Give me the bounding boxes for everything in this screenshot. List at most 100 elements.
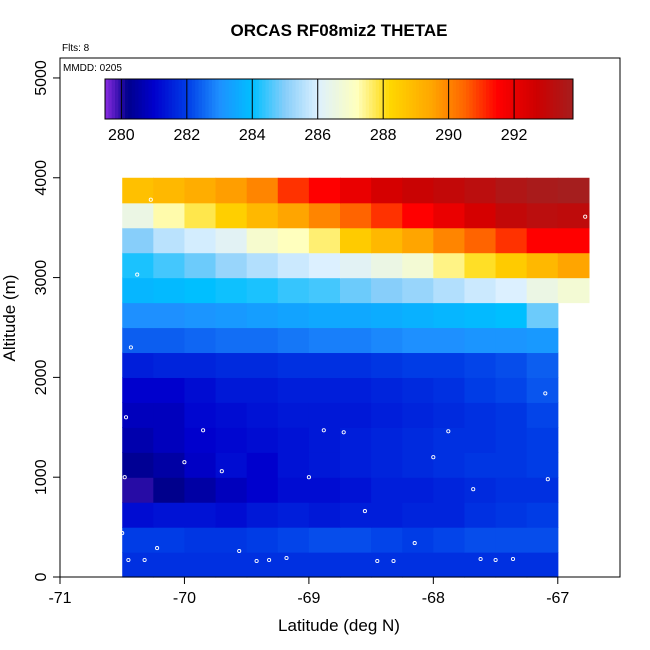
heatmap-cell bbox=[526, 352, 559, 378]
heatmap-cell bbox=[526, 402, 559, 428]
heatmap-cell bbox=[215, 477, 248, 503]
heatmap-cell bbox=[526, 327, 559, 354]
colorbar-swatch bbox=[135, 79, 139, 119]
heatmap-cell bbox=[277, 527, 310, 553]
heatmap-cell bbox=[308, 277, 341, 304]
heatmap-cell bbox=[526, 452, 559, 478]
colorbar-swatch bbox=[339, 79, 343, 119]
heatmap-cell bbox=[402, 377, 434, 403]
heatmap-cell bbox=[340, 452, 372, 478]
x-tick-label: -70 bbox=[173, 590, 196, 607]
sample-point bbox=[545, 477, 550, 482]
heatmap-cell bbox=[464, 202, 497, 229]
colorbar-swatch bbox=[372, 79, 377, 119]
heatmap-cell bbox=[122, 527, 154, 553]
colorbar-swatch bbox=[195, 79, 200, 119]
heatmap-cell bbox=[246, 502, 279, 528]
heatmap-cell bbox=[122, 302, 154, 329]
heatmap-cell bbox=[433, 377, 466, 403]
sample-point bbox=[267, 557, 272, 563]
y-tick-label: 0 bbox=[33, 572, 50, 581]
heatmap-cell bbox=[153, 377, 186, 403]
colorbar-swatch bbox=[191, 79, 196, 119]
colorbar-swatch bbox=[562, 79, 567, 119]
colorbar-swatch bbox=[188, 79, 193, 119]
heatmap-cell bbox=[246, 252, 279, 279]
colorbar-swatch bbox=[298, 79, 303, 119]
colorbar-swatch bbox=[141, 79, 146, 119]
heatmap-cell bbox=[340, 502, 372, 528]
colorbar-swatch bbox=[258, 79, 263, 119]
colorbar-tick-label: 282 bbox=[173, 127, 200, 144]
heatmap-cell bbox=[184, 527, 217, 553]
sample-point bbox=[148, 197, 153, 202]
colorbar-swatch bbox=[302, 79, 307, 119]
heatmap-cell bbox=[246, 352, 279, 378]
heatmap-cell bbox=[246, 527, 279, 553]
heatmap-cell bbox=[277, 552, 310, 578]
colorbar-swatch bbox=[439, 79, 444, 119]
flight-sample-points bbox=[120, 197, 588, 564]
colorbar-swatch bbox=[362, 79, 367, 119]
heatmap-cell bbox=[340, 202, 372, 229]
heatmap-cell bbox=[495, 427, 528, 453]
heatmap-cell bbox=[184, 427, 217, 453]
colorbar-swatch bbox=[328, 79, 333, 119]
colorbar-swatch bbox=[425, 79, 430, 119]
heatmap-cell bbox=[122, 202, 154, 229]
heatmap-cell bbox=[464, 252, 497, 279]
heatmap-cell bbox=[371, 177, 403, 204]
heatmap-cell bbox=[495, 202, 528, 229]
heatmap-cell bbox=[122, 502, 154, 528]
sample-point bbox=[123, 415, 129, 420]
colorbar-swatch bbox=[352, 79, 357, 119]
x-tick-label: -68 bbox=[422, 590, 445, 607]
heatmap-cell bbox=[215, 202, 248, 229]
heatmap-cell bbox=[277, 227, 310, 254]
colorbar-swatch bbox=[312, 79, 317, 119]
colorbar: 280 282 284 286 288 290 292 bbox=[104, 78, 574, 144]
colorbar-swatch bbox=[549, 79, 554, 119]
heatmap-cell bbox=[153, 227, 186, 254]
sample-point bbox=[284, 555, 289, 561]
colorbar-swatch bbox=[178, 79, 183, 119]
heatmap-cell bbox=[153, 552, 186, 578]
colorbar-swatch bbox=[469, 79, 474, 119]
heatmap-cell bbox=[340, 177, 372, 204]
colorbar-swatch bbox=[131, 79, 136, 119]
sample-point bbox=[510, 556, 516, 562]
heatmap-cell bbox=[495, 552, 528, 578]
heatmap-cell bbox=[464, 302, 497, 329]
y-tick-label: 2000 bbox=[33, 360, 50, 396]
colorbar-swatch bbox=[242, 79, 246, 119]
heatmap-cell bbox=[433, 427, 466, 453]
heatmap-cell bbox=[433, 202, 466, 229]
colorbar-swatch bbox=[365, 79, 370, 119]
heatmap-cell bbox=[184, 252, 217, 279]
colorbar-tick-label: 292 bbox=[501, 127, 528, 144]
colorbar-swatch bbox=[395, 79, 400, 119]
colorbar-swatch bbox=[138, 79, 143, 119]
heatmap-cell bbox=[371, 302, 403, 329]
heatmap-cell bbox=[184, 177, 217, 204]
colorbar-swatch bbox=[262, 79, 266, 119]
colorbar-swatch bbox=[255, 79, 260, 119]
sample-point bbox=[375, 558, 380, 564]
heatmap-cell bbox=[557, 227, 590, 254]
colorbar-swatch bbox=[486, 79, 490, 119]
heatmap-cell bbox=[371, 502, 403, 528]
heatmap-cell bbox=[184, 377, 217, 403]
colorbar-swatch bbox=[235, 79, 240, 119]
heatmap-cell bbox=[340, 377, 372, 403]
heatmap-cell bbox=[308, 477, 341, 503]
sample-point bbox=[583, 214, 588, 219]
heatmap-cell bbox=[433, 502, 466, 528]
colorbar-swatch bbox=[115, 79, 119, 119]
colorbar-ticks: 280 282 284 286 288 290 292 bbox=[108, 79, 528, 144]
heatmap-cell bbox=[495, 227, 528, 254]
heatmap-cell bbox=[526, 477, 559, 503]
y-tick-label: 4000 bbox=[33, 160, 50, 196]
colorbar-swatch bbox=[248, 79, 253, 119]
colorbar-tick-label: 288 bbox=[370, 127, 397, 144]
colorbar-tick-label: 286 bbox=[304, 127, 331, 144]
